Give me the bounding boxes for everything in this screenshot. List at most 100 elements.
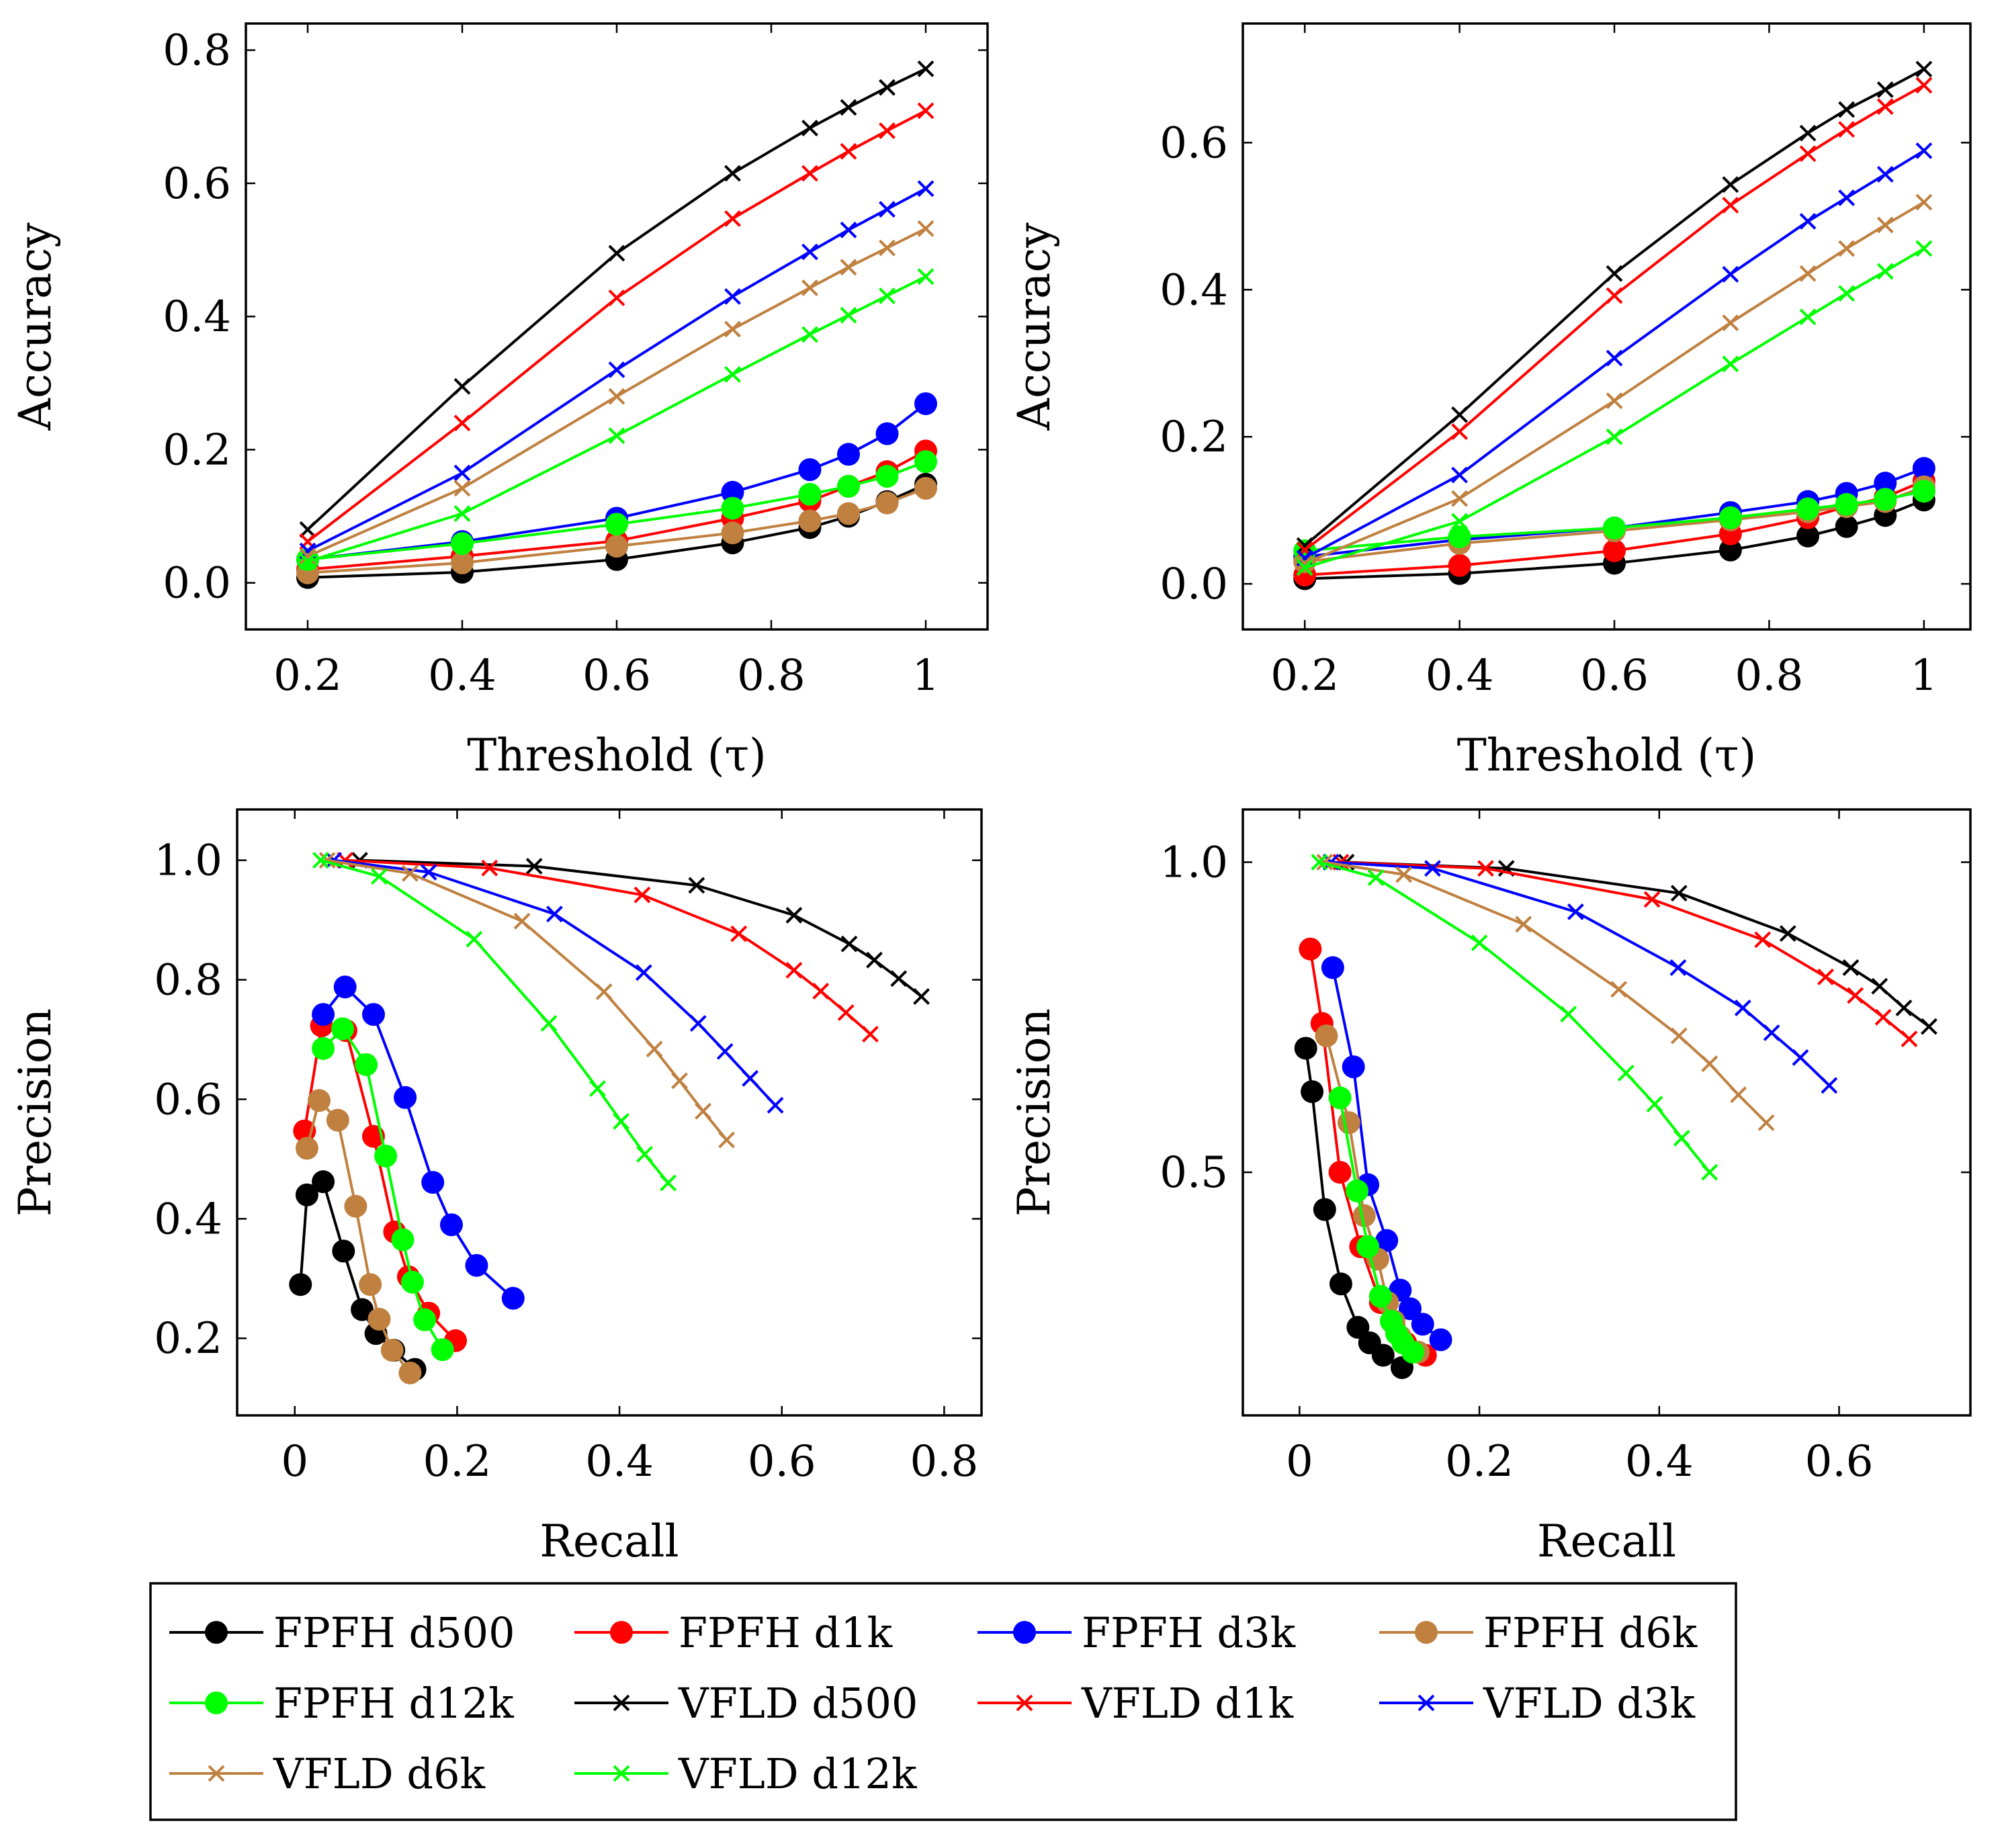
- data-point-vfld-d6k: [318, 852, 336, 869]
- series-line-vfld-d1k: [306, 109, 926, 543]
- series-line-vfld-d3k: [333, 859, 777, 1106]
- series-line-vfld-d1k: [1303, 84, 1925, 552]
- legend-marker-icon: [613, 1694, 630, 1712]
- data-point-vfld-d3k: [1424, 860, 1441, 877]
- series-vfld-d3k: [325, 852, 784, 1114]
- data-point-fpfh-d6k: [798, 509, 822, 533]
- data-point-fpfh-d12k: [431, 1338, 454, 1362]
- data-point-fpfh-d12k: [1356, 1235, 1380, 1258]
- y-axis-label: Precision: [9, 1008, 61, 1217]
- data-point-fpfh-d12k: [1796, 497, 1820, 521]
- legend: FPFH d500 FPFH d1k FPFH d3k FPFH d6k FPFH d1…: [149, 1582, 1737, 1821]
- data-point-fpfh-d3k: [914, 392, 937, 415]
- precision-recall-chart-left: 0 0.2 0.4 0.6 0.8 0.2 0.4 0.6 0.8 1.0 Recall Precis…: [9, 808, 983, 1567]
- y-tick-label: 0.6: [1160, 118, 1228, 168]
- legend-label: FPFH d1k: [679, 1608, 893, 1657]
- x-tick-label: 1: [912, 651, 940, 701]
- y-tick-label: 0.5: [1160, 1148, 1228, 1198]
- data-point-vfld-d1k: [1643, 891, 1661, 908]
- data-point-fpfh-d6k: [367, 1307, 391, 1331]
- data-point-fpfh-d6k: [1337, 1111, 1360, 1135]
- data-point-vfld-d6k: [1799, 265, 1817, 282]
- data-point-vfld-d12k: [636, 1145, 653, 1163]
- legend-item-vfld-d12k: VFLD d12k: [574, 1749, 917, 1798]
- series-line-vfld-d1k: [1340, 861, 1911, 1041]
- accuracy-chart-left: 0.2 0.4 0.6 0.8 1 0.0 0.2 0.4 0.6 0.8 Threshold (τ…: [9, 22, 989, 781]
- data-point-vfld-d6k: [1610, 981, 1627, 998]
- data-point-vfld-d6k: [1722, 314, 1739, 331]
- data-point-vfld-d3k: [879, 201, 896, 218]
- data-point-vfld-d6k: [1670, 1027, 1688, 1045]
- data-point-fpfh-d3k: [837, 443, 860, 466]
- data-point-fpfh-d6k: [605, 535, 628, 558]
- x-tick-label: 0: [1286, 1437, 1313, 1487]
- data-point-vfld-d12k: [1471, 934, 1488, 951]
- data-point-vfld-d500: [1842, 959, 1860, 976]
- data-point-vfld-d500: [917, 60, 934, 77]
- legend-item-fpfh-d6k: FPFH d6k: [1379, 1608, 1698, 1657]
- data-point-fpfh-d3k: [1912, 457, 1935, 480]
- series-line-vfld-d6k: [1304, 201, 1925, 565]
- data-point-fpfh-d6k: [398, 1361, 422, 1384]
- data-point-vfld-d6k: [801, 279, 818, 296]
- data-point-fpfh-d500: [1796, 524, 1820, 547]
- data-point-fpfh-d3k: [798, 458, 822, 482]
- data-point-vfld-d3k: [1915, 142, 1933, 159]
- data-point-fpfh-d6k: [721, 521, 744, 545]
- data-point-vfld-d3k: [767, 1096, 784, 1114]
- legend-item-vfld-d6k: VFLD d6k: [169, 1749, 486, 1798]
- data-point-fpfh-d3k: [1375, 1229, 1399, 1252]
- data-point-vfld-d3k: [635, 964, 652, 981]
- series-line-vfld-d12k: [1304, 247, 1925, 569]
- data-point-fpfh-d3k: [312, 1003, 335, 1026]
- data-point-vfld-d3k: [724, 288, 741, 305]
- data-point-vfld-d6k: [401, 865, 419, 882]
- data-point-vfld-d6k: [1701, 1055, 1718, 1072]
- data-point-vfld-d6k: [671, 1072, 688, 1090]
- data-point-vfld-d1k: [801, 165, 818, 182]
- data-point-vfld-d500: [1606, 265, 1623, 282]
- data-point-vfld-d12k: [466, 930, 483, 948]
- data-point-fpfh-d12k: [391, 1228, 415, 1251]
- data-point-vfld-d1k: [1606, 287, 1623, 304]
- x-tick-label: 0.8: [737, 651, 805, 701]
- data-point-vfld-d1k: [1847, 987, 1864, 1004]
- data-point-fpfh-d6k: [451, 551, 474, 574]
- y-tick-label: 0.6: [154, 1075, 222, 1125]
- data-point-vfld-d12k: [1646, 1096, 1663, 1112]
- legend-marker-icon: [1415, 1621, 1438, 1644]
- data-point-vfld-d500: [840, 99, 857, 116]
- legend-item-fpfh-d12k: FPFH d12k: [169, 1679, 514, 1728]
- data-point-fpfh-d6k: [359, 1273, 382, 1296]
- series-vfld-d6k: [299, 220, 934, 565]
- data-point-fpfh-d3k: [501, 1286, 525, 1310]
- x-tick-label: 0.4: [428, 651, 496, 701]
- x-axis-label: Recall: [1537, 1515, 1676, 1567]
- data-point-fpfh-d500: [1301, 1080, 1324, 1104]
- legend-label: VFLD d6k: [273, 1749, 486, 1798]
- data-point-vfld-d12k: [1617, 1064, 1635, 1082]
- data-point-fpfh-d12k: [374, 1144, 398, 1168]
- x-tick-label: 0.4: [585, 1437, 654, 1487]
- data-point-vfld-d12k: [299, 553, 316, 570]
- series-vfld-d6k: [1316, 854, 1775, 1131]
- plot-frame: [236, 808, 983, 1417]
- series-line-vfld-d3k: [307, 187, 926, 552]
- data-point-vfld-d1k: [1799, 145, 1817, 163]
- data-point-fpfh-d12k: [1368, 1284, 1392, 1308]
- data-point-fpfh-d3k: [1429, 1328, 1452, 1352]
- legend-marker-icon: [613, 1765, 630, 1782]
- series-vfld-d500: [299, 60, 934, 538]
- data-point-fpfh-d3k: [465, 1253, 488, 1277]
- data-point-fpfh-d6k: [344, 1194, 367, 1218]
- series-line-vfld-d12k: [307, 275, 926, 563]
- data-point-fpfh-d12k: [355, 1053, 378, 1076]
- data-point-vfld-d3k: [1799, 213, 1817, 230]
- legend-marker-icon: [1418, 1694, 1435, 1712]
- data-point-fpfh-d6k: [295, 1137, 318, 1160]
- data-point-fpfh-d12k: [400, 1270, 424, 1294]
- data-point-fpfh-d12k: [1874, 488, 1897, 511]
- legend-label: VFLD d3k: [1483, 1679, 1696, 1728]
- data-point-vfld-d500: [1799, 124, 1817, 142]
- data-point-fpfh-d500: [1371, 1344, 1395, 1367]
